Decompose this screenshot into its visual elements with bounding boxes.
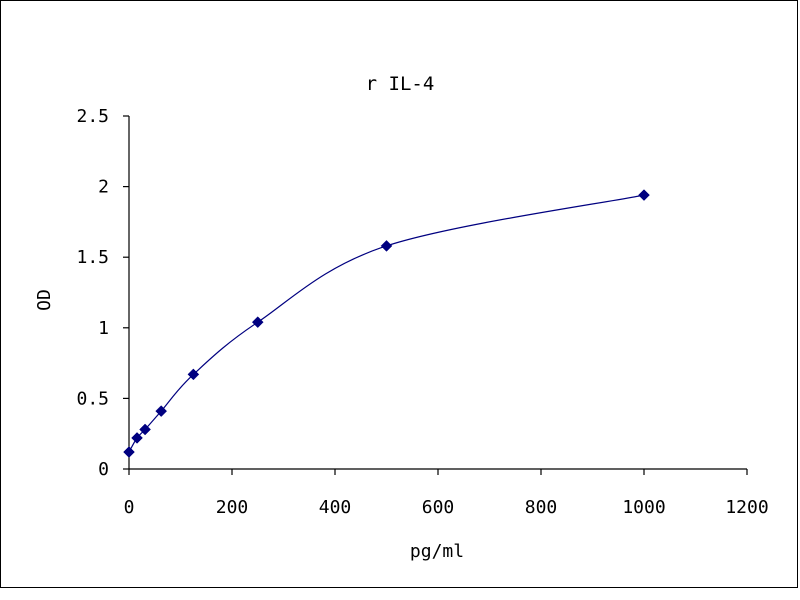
x-tick-label: 800 xyxy=(525,497,558,518)
data-point-marker xyxy=(139,423,151,436)
y-axis-title: OD xyxy=(34,289,55,311)
data-point-marker xyxy=(123,446,135,458)
x-tick-label: 1000 xyxy=(622,497,665,518)
series-line xyxy=(128,194,645,453)
x-tick-label: 400 xyxy=(319,497,352,518)
y-tick-label: 1 xyxy=(98,318,109,339)
y-ticks: 0 0.5 1 1.5 2 2.5 xyxy=(76,106,129,480)
y-tick-label: 0.5 xyxy=(76,388,109,409)
y-tick-label: 1.5 xyxy=(76,247,109,268)
y-tick-label: 2.5 xyxy=(76,106,109,127)
chart-frame xyxy=(0,0,798,588)
x-tick-label: 0 xyxy=(124,497,135,518)
x-ticks: 0 200 400 600 800 1000 1200 xyxy=(124,469,769,518)
data-point-marker xyxy=(251,316,264,329)
x-axis-title: pg/ml xyxy=(410,541,464,562)
x-tick-label: 1200 xyxy=(725,497,768,518)
series-markers xyxy=(123,189,650,458)
y-tick-label: 2 xyxy=(98,177,109,198)
data-point-marker xyxy=(380,240,393,252)
plot-area: 0 200 400 600 800 1000 1200 0 0.5 1 1.5 2 2.5 xyxy=(76,106,768,518)
data-point-marker xyxy=(187,368,200,381)
chart-title: r IL-4 xyxy=(366,73,435,95)
y-tick-label: 0 xyxy=(98,459,109,480)
data-point-marker xyxy=(131,432,143,444)
data-point-marker xyxy=(155,405,168,417)
x-tick-label: 600 xyxy=(422,497,455,518)
x-tick-label: 200 xyxy=(216,497,249,518)
data-point-marker xyxy=(638,189,650,201)
